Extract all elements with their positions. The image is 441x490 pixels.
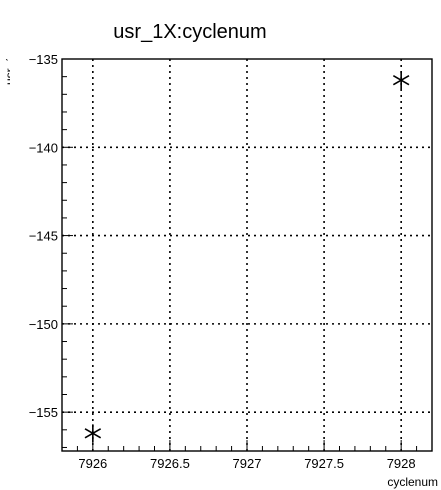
y-tick-label: −155 xyxy=(29,405,58,420)
data-point-marker xyxy=(84,424,102,443)
x-axis-ticks xyxy=(61,440,433,451)
data-points xyxy=(84,71,410,443)
grid xyxy=(62,59,432,451)
x-axis-label: cyclenum xyxy=(387,475,438,489)
plot-frame xyxy=(61,58,433,452)
y-tick-label: −145 xyxy=(29,229,58,244)
y-tick-labels: −155 −150 −145 −140 −135 xyxy=(29,52,58,420)
y-tick-label: −135 xyxy=(29,52,58,67)
x-tick-label: 7926 xyxy=(78,456,107,471)
y-tick-label: −140 xyxy=(29,140,58,155)
marker-stroke xyxy=(392,74,410,86)
x-tick-label: 7927.5 xyxy=(304,456,344,471)
y-axis-label-group: usr_1X xyxy=(3,47,17,85)
x-tick-label: 7928 xyxy=(387,456,416,471)
chart-title: usr_1X:cyclenum xyxy=(113,21,266,43)
x-tick-labels: 7926 7926.5 7927 7927.5 7928 xyxy=(78,456,415,471)
marker-stroke xyxy=(84,428,102,439)
x-tick-label: 7927 xyxy=(233,456,262,471)
y-tick-label: −150 xyxy=(29,317,58,332)
y-axis-label: usr_1X xyxy=(3,47,17,85)
data-point-marker xyxy=(392,71,410,90)
y-axis-ticks xyxy=(62,58,73,448)
x-tick-label: 7926.5 xyxy=(150,456,190,471)
